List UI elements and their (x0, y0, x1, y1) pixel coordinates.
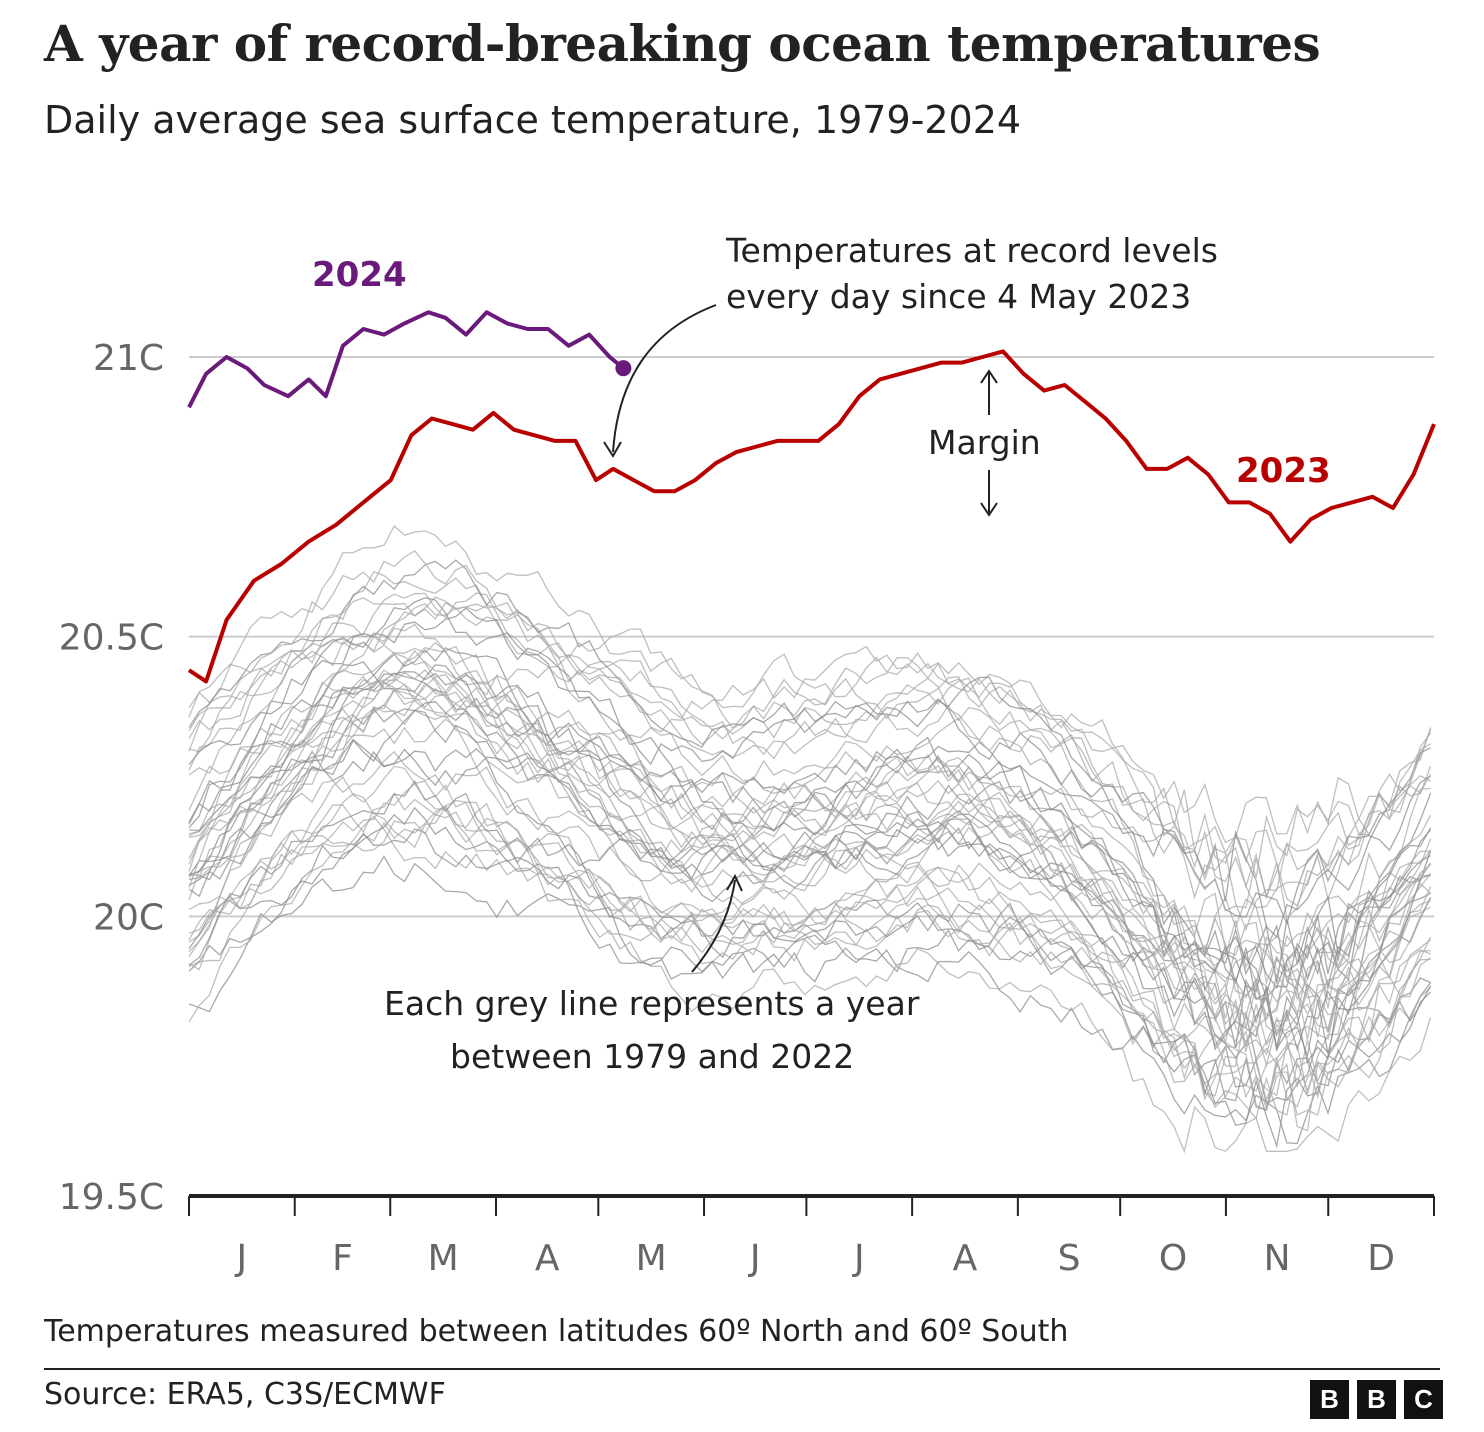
month-label: M (636, 1238, 667, 1279)
month-label: A (535, 1238, 560, 1279)
grey-year-line (188, 524, 1431, 920)
month-label: F (332, 1238, 353, 1279)
highlight-series (187, 310, 1436, 684)
grey-year-line (188, 559, 1431, 939)
grey-year-line (188, 642, 1432, 1053)
record-annotation-line2: every day since 4 May 2023 (726, 277, 1191, 316)
grey-year-line (188, 592, 1431, 956)
month-label: M (428, 1238, 459, 1279)
record-annotation-line1: Temperatures at record levels (725, 231, 1218, 270)
chart-title: A year of record-breaking ocean temperat… (44, 14, 1321, 73)
grey-annotation-line2: between 1979 and 2022 (450, 1037, 854, 1076)
grey-arrowhead-icon (726, 873, 743, 892)
grey-year-line (188, 704, 1431, 1016)
grey-year-line (188, 596, 1432, 907)
series-label-2024: 2024 (312, 255, 407, 295)
month-label: S (1058, 1238, 1081, 1279)
month-label: O (1159, 1238, 1187, 1279)
source-text: Source: ERA5, C3S/ECMWF (44, 1377, 446, 1412)
month-label: D (1367, 1238, 1395, 1279)
grey-year-line (188, 815, 1432, 1154)
grey-year-line (188, 623, 1432, 1030)
grey-year-line (188, 669, 1432, 1061)
grey-year-line (188, 649, 1432, 980)
grey-year-line (188, 855, 1432, 1145)
grey-year-line (188, 570, 1432, 844)
chart-subtitle: Daily average sea surface temperature, 1… (44, 98, 1022, 142)
gridlines (189, 356, 1434, 918)
grey-year-line (188, 806, 1431, 1105)
y-tick-label: 20C (93, 897, 164, 938)
bbc-logo: B B C (1310, 1380, 1443, 1419)
grey-year-line (188, 793, 1432, 1132)
logo-letter-b1: B (1310, 1380, 1349, 1419)
month-label: J (235, 1238, 248, 1279)
logo-letter-c: C (1404, 1380, 1443, 1419)
month-label: J (852, 1238, 865, 1279)
grey-year-lines (188, 524, 1432, 1154)
grey-year-line (188, 811, 1431, 1109)
grey-year-line (188, 647, 1431, 989)
series-end-point-2024 (615, 360, 632, 377)
grey-year-line (188, 738, 1432, 1059)
series-line-2024 (187, 310, 625, 409)
grey-year-line (188, 673, 1431, 986)
month-label: N (1264, 1238, 1291, 1279)
grey-annotation-line1: Each grey line represents a year (384, 984, 920, 1023)
grey-year-line (188, 718, 1431, 1116)
grey-year-line (188, 681, 1431, 1068)
grey-year-line (188, 550, 1432, 878)
month-label: A (953, 1238, 978, 1279)
logo-letter-b2: B (1357, 1380, 1396, 1419)
series-line-2023 (187, 349, 1436, 684)
sea-temperature-chart: 19.5C 20C 20.5C 21C J F M A M J J A S O N D Temperatur… (59, 231, 1436, 1279)
margin-up-arrow-icon (980, 369, 998, 415)
grey-year-line (188, 638, 1432, 900)
footer-divider (44, 1368, 1440, 1370)
grey-annotation-arrow (691, 879, 736, 973)
y-axis-labels: 19.5C 20C 20.5C 21C (59, 338, 164, 1218)
month-label: J (748, 1238, 761, 1279)
grey-year-line (188, 646, 1432, 1029)
margin-down-arrow-icon (980, 470, 998, 517)
series-label-2023: 2023 (1236, 451, 1331, 491)
y-tick-label: 21C (93, 338, 164, 379)
grey-year-line (188, 597, 1432, 999)
y-tick-label: 19.5C (59, 1177, 164, 1218)
grey-year-line (188, 828, 1432, 1111)
grey-year-line (188, 750, 1431, 1043)
grey-year-line (188, 671, 1432, 1000)
margin-annotation: Margin (928, 423, 1041, 462)
grey-year-line (188, 597, 1432, 909)
record-arrowhead-icon (603, 441, 622, 458)
record-annotation-arrow (612, 304, 717, 453)
footnote: Temperatures measured between latitudes … (44, 1314, 1069, 1349)
grey-year-line (188, 779, 1432, 1149)
y-tick-label: 20.5C (59, 618, 164, 659)
